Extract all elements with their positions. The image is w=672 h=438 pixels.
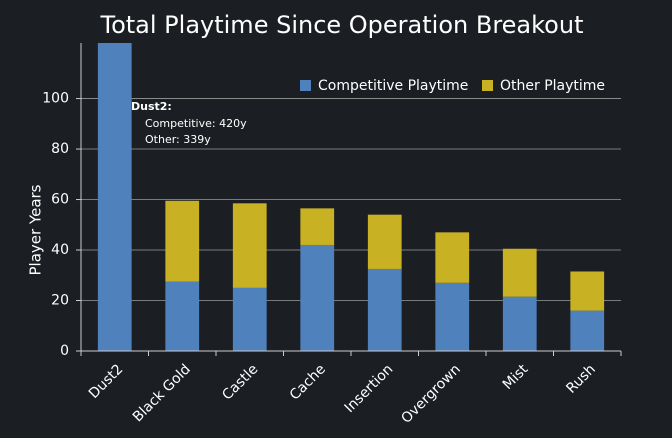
legend-label: Other Playtime — [500, 78, 605, 94]
bar-segment — [165, 281, 200, 351]
y-axis-label: Player Years — [27, 184, 45, 275]
bar-segment — [367, 214, 402, 269]
bar-segment — [367, 268, 402, 351]
bar-segment — [232, 287, 267, 351]
legend-swatch — [482, 80, 493, 91]
legend-label: Competitive Playtime — [318, 78, 468, 94]
y-tick-label: 0 — [60, 343, 69, 359]
y-tick-label: 60 — [51, 192, 69, 208]
bar-segment — [435, 232, 470, 283]
legend-swatch — [300, 80, 311, 91]
tooltip-line: Competitive: 420y — [145, 117, 247, 130]
bar-segment — [435, 282, 470, 351]
bar-segment — [502, 296, 537, 351]
y-tick-label: 20 — [51, 293, 69, 309]
y-tick-label: 100 — [42, 91, 69, 107]
bars — [97, 43, 605, 351]
chart-title: Total Playtime Since Operation Breakout — [100, 11, 584, 39]
bar-segment — [502, 248, 537, 297]
bar-segment — [97, 43, 132, 351]
bar-segment — [300, 208, 335, 245]
bar-segment — [165, 200, 200, 282]
tooltip-title: Dust2: — [131, 100, 172, 113]
tooltip-line: Other: 339y — [145, 133, 211, 146]
y-tick-label: 80 — [51, 141, 69, 157]
bar-segment — [232, 203, 267, 288]
bar-segment — [300, 244, 335, 351]
y-tick-label: 40 — [51, 242, 69, 258]
bar-segment — [570, 271, 605, 311]
bar-segment — [570, 310, 605, 351]
